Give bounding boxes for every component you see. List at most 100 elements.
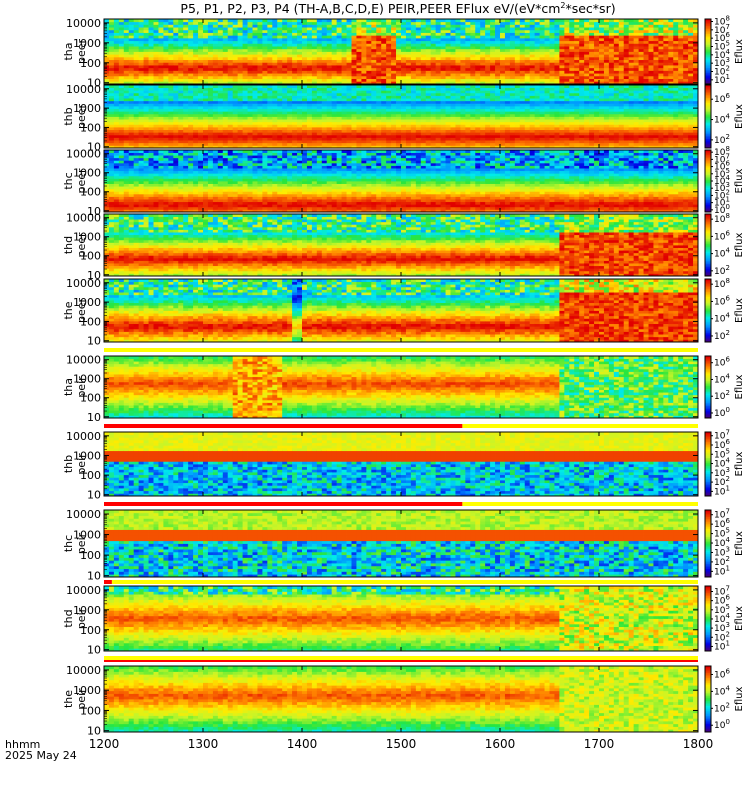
heatmap-cell	[629, 68, 634, 71]
heatmap-cell	[495, 127, 500, 130]
heatmap-cell	[158, 138, 163, 141]
heatmap-cell	[391, 49, 396, 52]
heatmap-cell	[109, 90, 114, 93]
heatmap-cell	[322, 62, 327, 65]
heatmap-cell	[327, 117, 332, 120]
heatmap-cell	[327, 22, 332, 25]
heatmap-cell	[609, 41, 614, 44]
heatmap-cell	[198, 33, 203, 36]
heatmap-cell	[678, 33, 683, 36]
y-tick-label: 10000	[66, 17, 101, 30]
heatmap-cell	[688, 70, 693, 73]
heatmap-cell	[243, 22, 248, 25]
heatmap-cell	[455, 90, 460, 93]
heatmap-cell	[198, 119, 203, 122]
heatmap-cell	[624, 38, 629, 41]
heatmap-cell	[257, 49, 262, 52]
heatmap-cell	[292, 111, 297, 114]
heatmap-cell	[475, 103, 480, 106]
heatmap-cell	[416, 111, 421, 114]
heatmap-cell	[361, 22, 366, 25]
heatmap-cell	[396, 68, 401, 71]
heatmap-cell	[243, 62, 248, 65]
heatmap-cell	[203, 65, 208, 68]
heatmap-cell	[470, 106, 475, 109]
heatmap-cell	[416, 33, 421, 36]
heatmap-cell	[139, 143, 144, 146]
heatmap-cell	[426, 79, 431, 82]
heatmap-cell	[297, 60, 302, 63]
heatmap-cell	[302, 106, 307, 109]
heatmap-cell	[663, 68, 668, 71]
heatmap-cell	[282, 43, 287, 46]
heatmap-cell	[124, 60, 129, 63]
heatmap-cell	[446, 106, 451, 109]
heatmap-cell	[342, 38, 347, 41]
heatmap-cell	[292, 60, 297, 63]
heatmap-cell	[431, 35, 436, 38]
heatmap-cell	[292, 30, 297, 33]
heatmap-cell	[248, 96, 253, 99]
heatmap-cell	[401, 106, 406, 109]
heatmap-cell	[559, 49, 564, 52]
heatmap-cell	[287, 65, 292, 68]
heatmap-cell	[391, 140, 396, 143]
heatmap-cell	[257, 143, 262, 146]
heatmap-cell	[109, 138, 114, 141]
heatmap-cell	[109, 76, 114, 79]
heatmap-cell	[109, 103, 114, 106]
heatmap-cell	[302, 41, 307, 44]
heatmap-cell	[154, 98, 159, 101]
heatmap-cell	[455, 49, 460, 52]
heatmap-cell	[401, 130, 406, 133]
heatmap-cell	[485, 38, 490, 41]
heatmap-cell	[267, 22, 272, 25]
heatmap-cell	[337, 122, 342, 125]
heatmap-cell	[426, 65, 431, 68]
heatmap-cell	[193, 49, 198, 52]
heatmap-cell	[114, 111, 119, 114]
heatmap-cell	[604, 70, 609, 73]
heatmap-cell	[129, 57, 134, 60]
heatmap-cell	[470, 52, 475, 55]
heatmap-cell	[277, 109, 282, 112]
heatmap-cell	[401, 70, 406, 73]
heatmap-cell	[144, 33, 149, 36]
heatmap-cell	[475, 57, 480, 60]
heatmap-cell	[163, 106, 168, 109]
heatmap-cell	[342, 103, 347, 106]
heatmap-cell	[188, 68, 193, 71]
heatmap-cell	[431, 111, 436, 114]
heatmap-cell	[396, 57, 401, 60]
heatmap-cell	[149, 33, 154, 36]
heatmap-cell	[282, 119, 287, 122]
heatmap-cell	[168, 109, 173, 112]
heatmap-cell	[688, 68, 693, 71]
heatmap-cell	[485, 41, 490, 44]
heatmap-cell	[431, 24, 436, 27]
heatmap-cell	[609, 68, 614, 71]
heatmap-cell	[431, 114, 436, 117]
heatmap-cell	[515, 54, 520, 57]
heatmap-cell	[391, 132, 396, 135]
heatmap-cell	[322, 114, 327, 117]
heatmap-cell	[366, 127, 371, 130]
heatmap-cell	[510, 49, 515, 52]
heatmap-cell	[173, 111, 178, 114]
heatmap-cell	[535, 35, 540, 38]
heatmap-cell	[307, 33, 312, 36]
heatmap-cell	[446, 114, 451, 117]
heatmap-cell	[356, 106, 361, 109]
heatmap-cell	[634, 22, 639, 25]
heatmap-cell	[193, 79, 198, 82]
heatmap-cell	[406, 140, 411, 143]
heatmap-cell	[223, 57, 228, 60]
heatmap-cell	[554, 24, 559, 27]
heatmap-cell	[178, 46, 183, 49]
heatmap-cell	[277, 52, 282, 55]
heatmap-cell	[134, 65, 139, 68]
heatmap-cell	[426, 49, 431, 52]
heatmap-cell	[337, 70, 342, 73]
heatmap-cell	[470, 135, 475, 138]
heatmap-cell	[119, 109, 124, 112]
